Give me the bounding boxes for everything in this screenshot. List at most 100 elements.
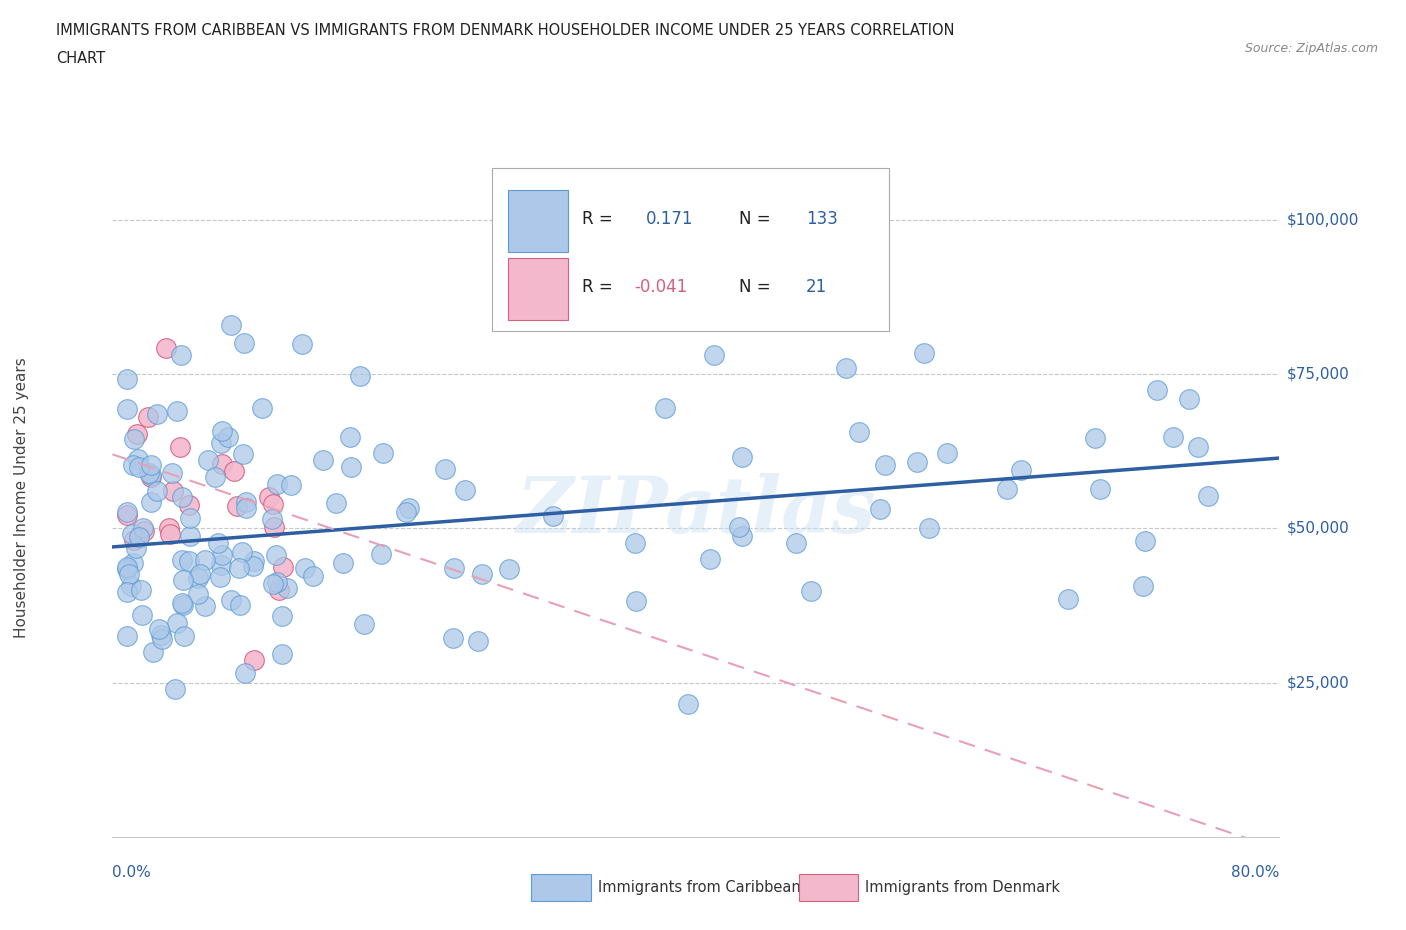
- Text: CHART: CHART: [56, 51, 105, 66]
- Point: [160, 466, 183, 481]
- Text: $25,000: $25,000: [1286, 675, 1350, 690]
- Point: [266, 574, 288, 589]
- Point: [699, 551, 721, 566]
- Point: [353, 617, 375, 631]
- Point: [172, 597, 194, 612]
- Point: [132, 524, 155, 538]
- Point: [728, 520, 751, 535]
- Point: [301, 568, 323, 583]
- Point: [170, 348, 193, 363]
- Point: [139, 458, 162, 472]
- Point: [211, 423, 233, 438]
- Point: [276, 580, 298, 595]
- Point: [115, 559, 138, 574]
- Point: [209, 557, 232, 572]
- Point: [177, 498, 200, 512]
- Point: [145, 406, 167, 421]
- Point: [471, 567, 494, 582]
- Text: $100,000: $100,000: [1286, 212, 1358, 227]
- Point: [370, 547, 392, 562]
- Point: [148, 622, 170, 637]
- Text: N =: N =: [740, 278, 770, 296]
- Point: [294, 560, 316, 575]
- Point: [731, 450, 754, 465]
- Point: [995, 481, 1018, 496]
- Point: [139, 470, 162, 485]
- Point: [262, 512, 284, 526]
- Point: [271, 646, 294, 661]
- Point: [128, 530, 150, 545]
- Point: [155, 340, 177, 355]
- Point: [918, 521, 941, 536]
- Point: [217, 430, 239, 445]
- Point: [1135, 534, 1157, 549]
- Point: [654, 400, 676, 415]
- Text: Householder Income Under 25 years: Householder Income Under 25 years: [14, 357, 28, 638]
- Point: [454, 483, 477, 498]
- FancyBboxPatch shape: [508, 190, 568, 252]
- Point: [905, 454, 928, 469]
- Point: [125, 426, 148, 441]
- Point: [115, 585, 138, 600]
- Point: [1084, 431, 1107, 445]
- Point: [250, 401, 273, 416]
- Point: [141, 494, 163, 509]
- Point: [262, 497, 284, 512]
- Point: [731, 528, 754, 543]
- Text: $75,000: $75,000: [1286, 366, 1350, 381]
- Point: [498, 562, 520, 577]
- Point: [291, 337, 314, 352]
- Point: [225, 498, 247, 513]
- Point: [150, 631, 173, 646]
- Point: [229, 597, 252, 612]
- Text: N =: N =: [740, 210, 770, 228]
- Point: [785, 536, 807, 551]
- Point: [165, 681, 187, 696]
- Text: 0.0%: 0.0%: [112, 865, 152, 880]
- Point: [266, 476, 288, 491]
- Text: 133: 133: [806, 210, 838, 228]
- Text: Immigrants from Denmark: Immigrants from Denmark: [865, 880, 1060, 895]
- Text: Source: ZipAtlas.com: Source: ZipAtlas.com: [1244, 42, 1378, 55]
- Point: [142, 644, 165, 659]
- Point: [1132, 579, 1154, 594]
- Point: [1161, 430, 1184, 445]
- Point: [1010, 463, 1032, 478]
- Point: [624, 536, 647, 551]
- Point: [115, 505, 138, 520]
- Point: [172, 595, 194, 610]
- Point: [263, 520, 285, 535]
- Point: [267, 583, 290, 598]
- Point: [242, 553, 264, 568]
- Point: [262, 576, 284, 591]
- Point: [235, 501, 257, 516]
- Point: [280, 478, 302, 493]
- Point: [224, 463, 246, 478]
- Point: [433, 462, 456, 477]
- Point: [800, 584, 823, 599]
- Point: [233, 665, 256, 680]
- Point: [204, 470, 226, 485]
- Point: [115, 562, 138, 577]
- Point: [209, 435, 232, 450]
- Text: 21: 21: [806, 278, 827, 296]
- Point: [121, 458, 143, 472]
- Point: [398, 500, 420, 515]
- Point: [132, 520, 155, 535]
- Point: [231, 544, 253, 559]
- Point: [242, 653, 264, 668]
- Point: [441, 631, 464, 645]
- Point: [676, 697, 699, 711]
- Point: [935, 445, 957, 460]
- Point: [869, 501, 891, 516]
- Point: [232, 336, 254, 351]
- Text: R =: R =: [582, 278, 613, 296]
- Point: [149, 627, 172, 642]
- Point: [115, 629, 138, 644]
- Point: [912, 346, 935, 361]
- Point: [115, 401, 138, 416]
- Point: [211, 548, 233, 563]
- Point: [443, 561, 465, 576]
- Point: [235, 494, 257, 509]
- Text: -0.041: -0.041: [634, 278, 688, 296]
